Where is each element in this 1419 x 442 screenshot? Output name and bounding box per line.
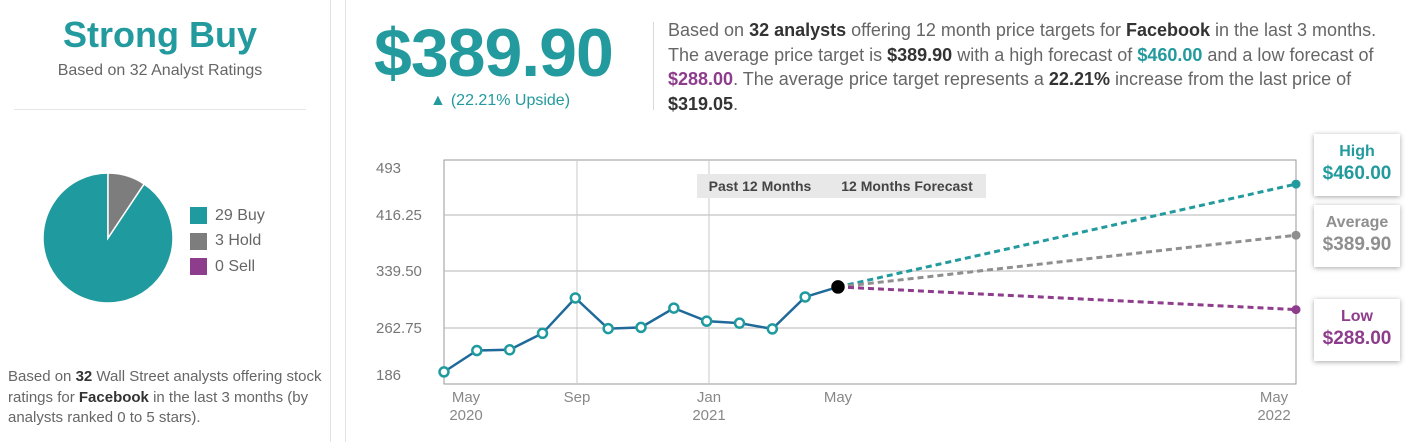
forecast-high-label: High <box>1339 143 1375 160</box>
price-point <box>471 344 483 357</box>
legend-swatch-buy <box>190 207 207 225</box>
footnote-company: Facebook <box>78 388 149 406</box>
divider <box>653 22 654 110</box>
forecast-line-average <box>837 233 1297 289</box>
summary-percent: 22.21% <box>1048 69 1110 89</box>
x-tick-label: May <box>824 389 853 406</box>
forecast-point-low <box>1291 305 1301 315</box>
summary-text: offering 12 month price targets for <box>846 20 1126 40</box>
forecast-high-value: $460.00 <box>1322 163 1392 184</box>
price-target-value: $389.90 <box>374 15 614 91</box>
rating-footnote: Based on 32 Wall Street analysts offerin… <box>8 367 324 429</box>
y-tick-label: 493 <box>376 160 401 177</box>
x-tick-label: Jan <box>697 389 721 406</box>
price-point <box>635 321 647 334</box>
footnote-analyst-count: 32 <box>75 368 93 385</box>
pie-slice-hold <box>107 172 146 241</box>
summary-low: $288.00 <box>668 69 734 89</box>
legend-label-hold: 3 Hold <box>215 232 262 250</box>
chart-tabs-background <box>697 174 986 198</box>
plot-area <box>443 159 1297 385</box>
forecast-low-label: Low <box>1341 308 1373 325</box>
price-point <box>668 302 680 314</box>
summary-text: with a high forecast of <box>952 44 1138 65</box>
x-tick-label: Sep <box>564 389 591 406</box>
summary-text: . The average price target represents a <box>733 69 1049 89</box>
legend-item-sell: 0 Sell <box>190 254 265 280</box>
ratings-legend: 29 Buy 3 Hold 0 Sell <box>190 203 265 280</box>
legend-swatch-sell <box>190 258 207 276</box>
forecast-low-value: $288.00 <box>1322 328 1392 349</box>
summary-last-price: $319.05 <box>668 93 734 114</box>
y-tick-label: 416.25 <box>376 207 422 224</box>
chart-grid <box>443 159 1297 385</box>
price-point <box>602 322 614 335</box>
summary-text: increase from the last price of <box>1109 69 1352 89</box>
up-arrow-icon: ▲ <box>430 92 446 109</box>
forecast-point-average <box>1291 230 1301 240</box>
summary-high: $460.00 <box>1137 44 1203 65</box>
price-point <box>766 323 779 335</box>
summary-text: in the last 3 months. The average price … <box>668 20 1377 65</box>
ratings-pie-chart <box>42 172 174 304</box>
summary-text: . <box>733 93 739 114</box>
summary-company: Facebook <box>1125 20 1210 40</box>
y-axis: 493 416.25 339.50 262.75 186 <box>376 160 422 384</box>
forecast-average-box: Average $389.90 <box>1314 205 1400 267</box>
footnote-text: in the last 3 months (by analysts ranked… <box>8 388 309 427</box>
rating-subtitle: Based on 32 Analyst Ratings <box>57 62 263 79</box>
legend-item-buy: 29 Buy <box>190 203 265 229</box>
price-point <box>799 291 811 303</box>
footnote-text: Based on <box>8 368 76 385</box>
x-tick-label: May <box>452 389 481 406</box>
x-tick-year-label: 2020 <box>449 407 482 424</box>
price-point <box>733 317 746 329</box>
forecast-average-label: Average <box>1325 214 1389 231</box>
footnote-text: Wall Street analysts offering stock rati… <box>8 368 322 406</box>
x-tick-year-label: 2021 <box>692 407 725 424</box>
price-series <box>438 280 845 378</box>
forecast-low-box: Low $288.00 <box>1314 299 1400 361</box>
legend-label-buy: 29 Buy <box>215 206 265 224</box>
summary-analysts: 32 analysts <box>749 20 847 40</box>
legend-item-hold: 3 Hold <box>190 229 265 255</box>
x-tick-label: May <box>1260 389 1289 406</box>
analyst-rating-panel: Strong Buy Based on 32 Analyst Ratings 2… <box>0 0 331 442</box>
summary-text: Based on <box>668 20 750 40</box>
y-tick-label: 339.50 <box>376 263 422 280</box>
x-tick-year-label: 2022 <box>1257 407 1290 424</box>
forecast-line-low <box>837 285 1297 312</box>
forecast-high-box: High $460.00 <box>1314 134 1400 196</box>
price-point <box>569 292 582 304</box>
y-tick-label: 262.75 <box>376 320 422 337</box>
summary-average: $389.90 <box>887 44 953 65</box>
price-point <box>503 344 516 356</box>
price-point <box>700 315 713 327</box>
price-point <box>438 366 450 378</box>
legend-label-sell: 0 Sell <box>215 257 256 275</box>
chart-tabs: Past 12 Months 12 Months Forecast <box>697 174 986 198</box>
forecast-line-high <box>837 182 1297 289</box>
forecast-lines <box>837 179 1301 315</box>
panel-divider <box>345 0 346 442</box>
consensus-rating: Strong Buy <box>63 14 257 55</box>
y-tick-label: 186 <box>376 367 401 384</box>
price-point <box>536 327 549 340</box>
current-price-point <box>831 280 845 294</box>
summary-text: and a low forecast of <box>1202 44 1374 65</box>
tab-past-12-months: Past 12 Months <box>709 178 812 194</box>
upside-indicator: ▲ (22.21% Upside) <box>430 92 570 110</box>
legend-swatch-hold <box>190 232 207 250</box>
price-target-summary: Based on 32 analysts offering 12 month p… <box>668 18 1408 116</box>
tab-12-months-forecast: 12 Months Forecast <box>841 178 973 194</box>
price-line <box>443 285 839 373</box>
divider <box>14 109 306 110</box>
forecast-average-value: $389.90 <box>1322 234 1392 255</box>
forecast-point-high <box>1291 179 1301 189</box>
upside-text: (22.21% Upside) <box>450 92 571 109</box>
